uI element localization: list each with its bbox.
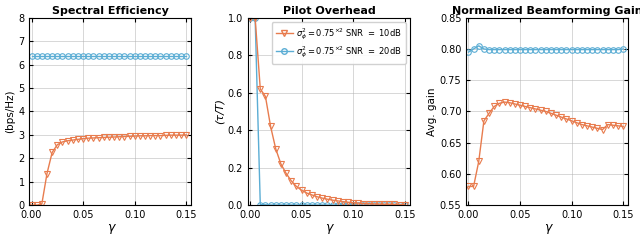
- Legend: $\sigma_\phi^2 = 0.75^{\times 2}$ SNR $=$ 10dB, $\sigma_\phi^2 = 0.75^{\times 2}: $\sigma_\phi^2 = 0.75^{\times 2}$ SNR $=…: [272, 22, 406, 64]
- Title: Spectral Efficiency: Spectral Efficiency: [52, 6, 169, 16]
- X-axis label: γ: γ: [325, 222, 333, 234]
- X-axis label: γ: γ: [107, 222, 114, 234]
- Y-axis label: (τ/T): (τ/T): [215, 98, 225, 125]
- Y-axis label: (bps/Hz): (bps/Hz): [6, 90, 15, 133]
- Title: Pilot Overhead: Pilot Overhead: [282, 6, 375, 16]
- Y-axis label: Avg. gain: Avg. gain: [427, 87, 437, 136]
- Title: Normalized Beamforming Gain: Normalized Beamforming Gain: [452, 6, 640, 16]
- X-axis label: γ: γ: [543, 222, 551, 234]
